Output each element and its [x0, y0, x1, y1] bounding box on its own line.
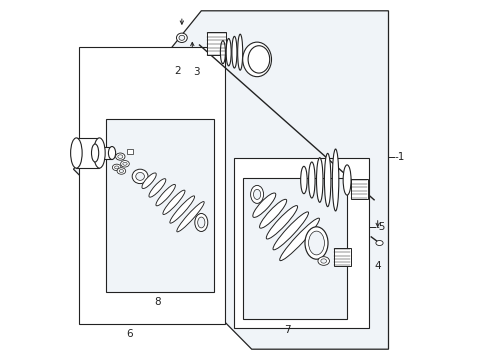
Ellipse shape [375, 240, 382, 246]
Bar [76, 138, 99, 168]
Text: 4: 4 [374, 261, 380, 271]
Ellipse shape [142, 173, 156, 189]
Ellipse shape [94, 138, 105, 168]
Ellipse shape [115, 153, 125, 160]
Text: 7: 7 [283, 325, 290, 335]
Ellipse shape [266, 206, 297, 239]
Ellipse shape [343, 165, 350, 195]
Ellipse shape [136, 172, 144, 180]
Ellipse shape [149, 179, 165, 197]
Ellipse shape [119, 170, 123, 172]
Ellipse shape [231, 36, 237, 68]
Ellipse shape [156, 184, 175, 206]
Ellipse shape [122, 162, 127, 165]
Ellipse shape [179, 35, 184, 40]
Ellipse shape [112, 164, 121, 171]
Ellipse shape [279, 218, 319, 261]
Ellipse shape [176, 33, 187, 42]
Ellipse shape [332, 149, 338, 211]
Ellipse shape [242, 42, 271, 77]
Ellipse shape [108, 147, 115, 159]
Ellipse shape [220, 41, 225, 64]
Ellipse shape [132, 169, 148, 184]
Text: -1: -1 [394, 152, 405, 162]
Bar [79, 47, 224, 324]
Bar [350, 179, 367, 199]
Ellipse shape [197, 217, 204, 228]
Ellipse shape [316, 158, 322, 202]
Ellipse shape [300, 166, 306, 194]
Bar [126, 149, 132, 154]
Ellipse shape [237, 34, 242, 70]
Ellipse shape [163, 190, 184, 215]
Ellipse shape [169, 196, 194, 223]
Bar [106, 119, 213, 292]
Ellipse shape [305, 227, 327, 259]
Bar [233, 158, 368, 328]
Ellipse shape [320, 259, 326, 263]
Text: 3: 3 [193, 67, 199, 77]
Ellipse shape [317, 257, 329, 265]
Ellipse shape [308, 231, 324, 255]
Bar [99, 147, 112, 159]
Ellipse shape [70, 138, 82, 168]
Text: 8: 8 [154, 297, 161, 307]
Polygon shape [73, 11, 387, 349]
Ellipse shape [91, 144, 99, 162]
Text: 2: 2 [174, 66, 180, 76]
Bar [242, 178, 346, 319]
Ellipse shape [308, 162, 314, 198]
Ellipse shape [324, 153, 330, 207]
Text: 6: 6 [126, 329, 133, 339]
Ellipse shape [247, 46, 269, 73]
Text: -5: -5 [375, 222, 386, 232]
Ellipse shape [252, 193, 275, 217]
Ellipse shape [117, 168, 125, 174]
Ellipse shape [250, 185, 263, 203]
Ellipse shape [194, 213, 207, 231]
Ellipse shape [118, 155, 122, 158]
Ellipse shape [114, 166, 119, 169]
Ellipse shape [225, 39, 231, 66]
Ellipse shape [253, 189, 260, 199]
Bar [334, 248, 350, 266]
Bar [206, 32, 226, 55]
Ellipse shape [272, 212, 308, 250]
Ellipse shape [177, 202, 204, 232]
Ellipse shape [259, 199, 286, 228]
Ellipse shape [121, 161, 129, 167]
